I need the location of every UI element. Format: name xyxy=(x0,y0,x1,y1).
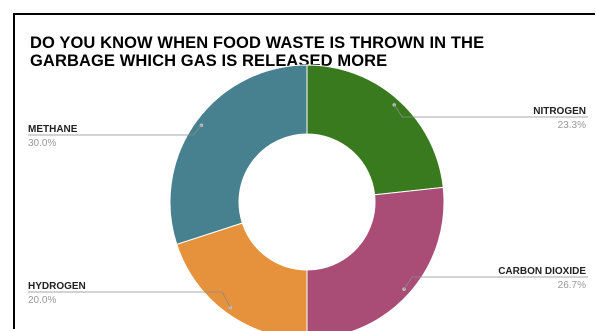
donut-slice-nitrogen xyxy=(307,65,443,195)
slice-label-name: HYDROGEN xyxy=(28,281,86,292)
slice-label-name: NITROGEN xyxy=(533,106,586,117)
slice-label-percent: 23.3% xyxy=(558,120,586,131)
slice-label-name: METHANE xyxy=(28,124,78,135)
leader-line xyxy=(28,292,230,308)
slice-label-percent: 30.0% xyxy=(28,138,56,149)
donut-slice-hydrogen xyxy=(177,223,307,331)
donut-slice-methane xyxy=(170,65,307,244)
slice-label-percent: 20.0% xyxy=(28,295,56,306)
slice-label-name: CARBON DIOXIDE xyxy=(498,266,586,277)
donut-slice-carbon-dioxide xyxy=(307,187,444,331)
slice-label-percent: 26.7% xyxy=(558,280,586,291)
